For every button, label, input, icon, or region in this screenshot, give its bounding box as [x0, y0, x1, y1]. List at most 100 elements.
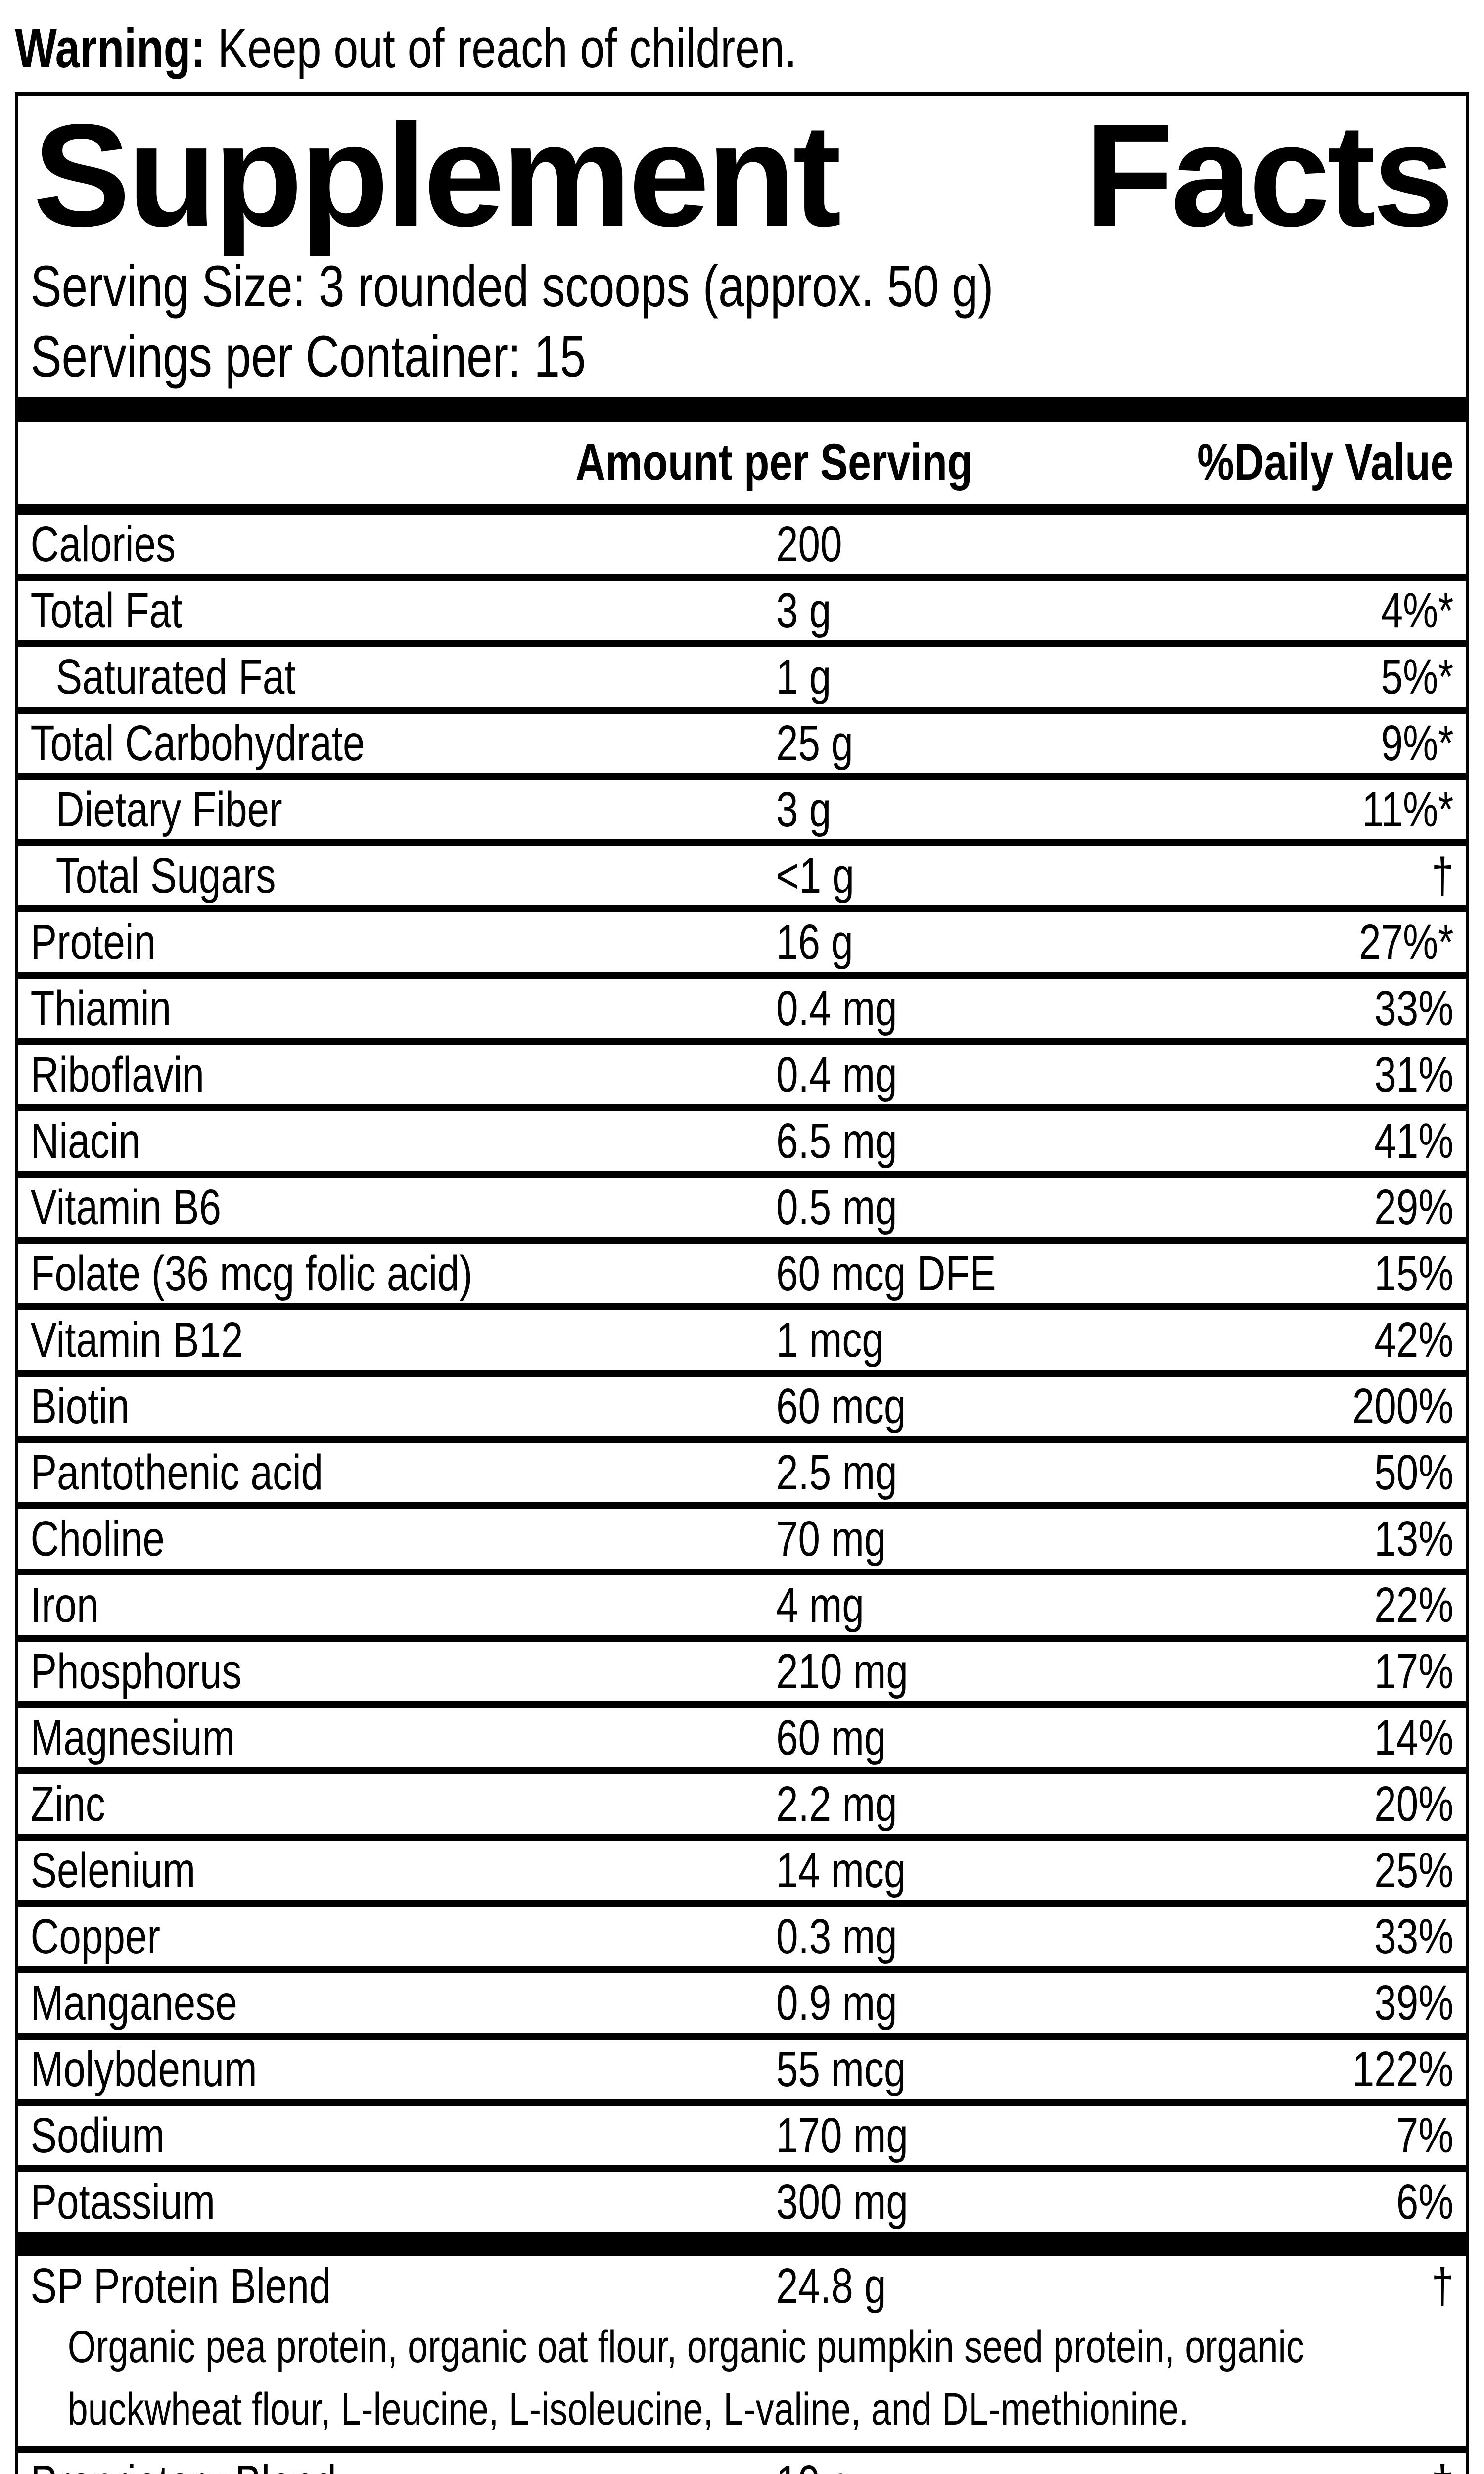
nutrient-daily-value: 7%	[1396, 2108, 1454, 2163]
nutrient-daily-value: 33%	[1374, 981, 1454, 1036]
nutrient-name: Selenium	[30, 1843, 196, 1898]
nutrient-name: Protein	[30, 914, 156, 970]
nutrient-name: Thiamin	[30, 981, 172, 1036]
nutrient-daily-value: 42%	[1374, 1312, 1454, 1368]
table-row: Total Sugars <1 g †	[18, 846, 1466, 912]
blend-section: SP Protein Blend 24.8 g † Organic pea pr…	[18, 2256, 1466, 2474]
nutrient-daily-value: 13%	[1374, 1511, 1454, 1567]
table-row: Riboflavin 0.4 mg 31%	[18, 1045, 1466, 1111]
nutrient-amount: 4 mg	[776, 1577, 864, 1633]
nutrient-amount: 3 g	[776, 583, 832, 638]
nutrient-daily-value: 33%	[1374, 1909, 1454, 1964]
blend-name: Proprietary Blend	[31, 2453, 776, 2474]
table-row: Niacin 6.5 mg 41%	[18, 1111, 1466, 1178]
nutrient-daily-value: 14%	[1374, 1710, 1454, 1765]
nutrient-name: Phosphorus	[30, 1644, 242, 1699]
table-row: Potassium 300 mg 6%	[18, 2172, 1466, 2232]
nutrient-name: Total Fat	[30, 583, 183, 638]
nutrient-name: Riboflavin	[30, 1047, 204, 1102]
nutrient-daily-value: 25%	[1374, 1843, 1454, 1898]
blend-item: Proprietary Blend 19 g † Amylopectin (fr…	[18, 2446, 1466, 2474]
table-row: Dietary Fiber 3 g 11%*	[18, 780, 1466, 846]
nutrient-amount: 0.3 mg	[776, 1909, 897, 1964]
nutrient-amount: 0.4 mg	[776, 1047, 897, 1102]
nutrient-name: Zinc	[30, 1776, 105, 1832]
table-row: Total Carbohydrate 25 g 9%*	[18, 714, 1466, 780]
table-row: Molybdenum 55 mcg 122%	[18, 2040, 1466, 2106]
nutrient-amount: 0.5 mg	[776, 1180, 897, 1235]
nutrient-daily-value: 200%	[1352, 1379, 1454, 1434]
nutrient-daily-value: 41%	[1374, 1113, 1454, 1169]
nutrient-amount: 0.9 mg	[776, 1975, 897, 2031]
table-row: Proprietary Blend 19 g †	[18, 2453, 1466, 2474]
table-row: Zinc 2.2 mg 20%	[18, 1774, 1466, 1841]
nutrient-daily-value: 4%*	[1381, 583, 1454, 638]
amount-column-header: Amount per Serving	[575, 433, 973, 491]
nutrient-daily-value: †	[1431, 848, 1454, 904]
nutrient-daily-value: 20%	[1374, 1776, 1454, 1832]
table-row: Copper 0.3 mg 33%	[18, 1907, 1466, 1973]
nutrient-daily-value: 6%	[1396, 2174, 1454, 2230]
table-row: Protein 16 g 27%*	[18, 912, 1466, 979]
nutrient-amount: 6.5 mg	[776, 1113, 897, 1169]
table-row: SP Protein Blend 24.8 g †	[18, 2256, 1466, 2316]
nutrient-amount: 60 mcg DFE	[776, 1246, 996, 1301]
nutrient-daily-value: 31%	[1374, 1047, 1454, 1102]
nutrient-name: Pantothenic acid	[30, 1445, 324, 1500]
nutrient-amount: 2.5 mg	[776, 1445, 897, 1500]
nutrient-amount: 210 mg	[776, 1644, 908, 1699]
blend-daily-value: †	[853, 2453, 1454, 2474]
nutrient-amount: 25 g	[776, 715, 853, 771]
nutrient-name: Molybdenum	[30, 2042, 257, 2097]
nutrient-name: Potassium	[30, 2174, 216, 2230]
table-row: Biotin 60 mcg 200%	[18, 1377, 1466, 1443]
nutrient-name: Choline	[30, 1511, 165, 1567]
nutrient-name: Vitamin B6	[30, 1180, 221, 1235]
nutrient-daily-value: 29%	[1374, 1180, 1454, 1235]
nutrient-daily-value: 17%	[1374, 1644, 1454, 1699]
table-row: Pantothenic acid 2.5 mg 50%	[18, 1443, 1466, 1509]
nutrient-amount: 1 g	[776, 649, 832, 705]
nutrient-amount: 14 mcg	[776, 1843, 906, 1898]
panel-title-right: Facts	[1084, 94, 1454, 257]
serving-size: Serving Size: 3 rounded scoops (approx. …	[30, 254, 994, 319]
nutrient-name: Calories	[30, 517, 176, 572]
blend-amount: 19 g	[776, 2453, 853, 2474]
nutrient-daily-value	[842, 515, 1454, 574]
divider-thick-top	[18, 397, 1466, 422]
table-row: Thiamin 0.4 mg 33%	[18, 979, 1466, 1045]
nutrient-name: Saturated Fat	[55, 649, 296, 705]
nutrient-daily-value: 5%*	[1381, 649, 1454, 705]
blend-amount: 24.8 g	[776, 2258, 886, 2314]
nutrient-name: Manganese	[30, 1975, 237, 2031]
nutrient-daily-value: 122%	[1352, 2042, 1454, 2097]
table-row: Total Fat 3 g 4%*	[18, 581, 1466, 647]
panel-title: Supplement Facts	[18, 96, 1466, 251]
nutrient-amount: 0.4 mg	[776, 981, 897, 1036]
nutrient-amount: 70 mg	[776, 1511, 886, 1567]
table-row: Selenium 14 mcg 25%	[18, 1841, 1466, 1907]
nutrient-name: Magnesium	[30, 1710, 235, 1765]
supplement-facts-panel: Supplement Facts Serving Size: 3 rounded…	[15, 92, 1469, 2474]
warning-text: Keep out of reach of children.	[218, 17, 797, 79]
nutrient-amount: 1 mcg	[776, 1312, 884, 1368]
nutrient-daily-value: 50%	[1374, 1445, 1454, 1500]
panel-title-left: Supplement	[33, 94, 841, 257]
table-row: Calories 200	[18, 515, 1466, 581]
nutrient-name: Total Carbohydrate	[30, 715, 365, 771]
table-row: Magnesium 60 mg 14%	[18, 1708, 1466, 1774]
table-row: Choline 70 mg 13%	[18, 1509, 1466, 1575]
warning-label: Warning:	[15, 17, 206, 79]
divider-medium-header	[18, 504, 1466, 515]
table-row: Saturated Fat 1 g 5%*	[18, 647, 1466, 714]
nutrient-table: Calories 200 Total Fat 3 g 4%* Saturated…	[18, 515, 1466, 2232]
nutrient-daily-value: 9%*	[1381, 715, 1454, 771]
daily-value-column-header: %Daily Value	[1197, 433, 1454, 491]
nutrient-name: Biotin	[30, 1379, 130, 1434]
nutrient-amount: 300 mg	[776, 2174, 908, 2230]
nutrient-amount: <1 g	[776, 848, 854, 904]
nutrient-amount: 200	[776, 517, 842, 572]
table-row: Vitamin B12 1 mcg 42%	[18, 1310, 1466, 1377]
nutrient-name: Vitamin B12	[30, 1312, 243, 1368]
